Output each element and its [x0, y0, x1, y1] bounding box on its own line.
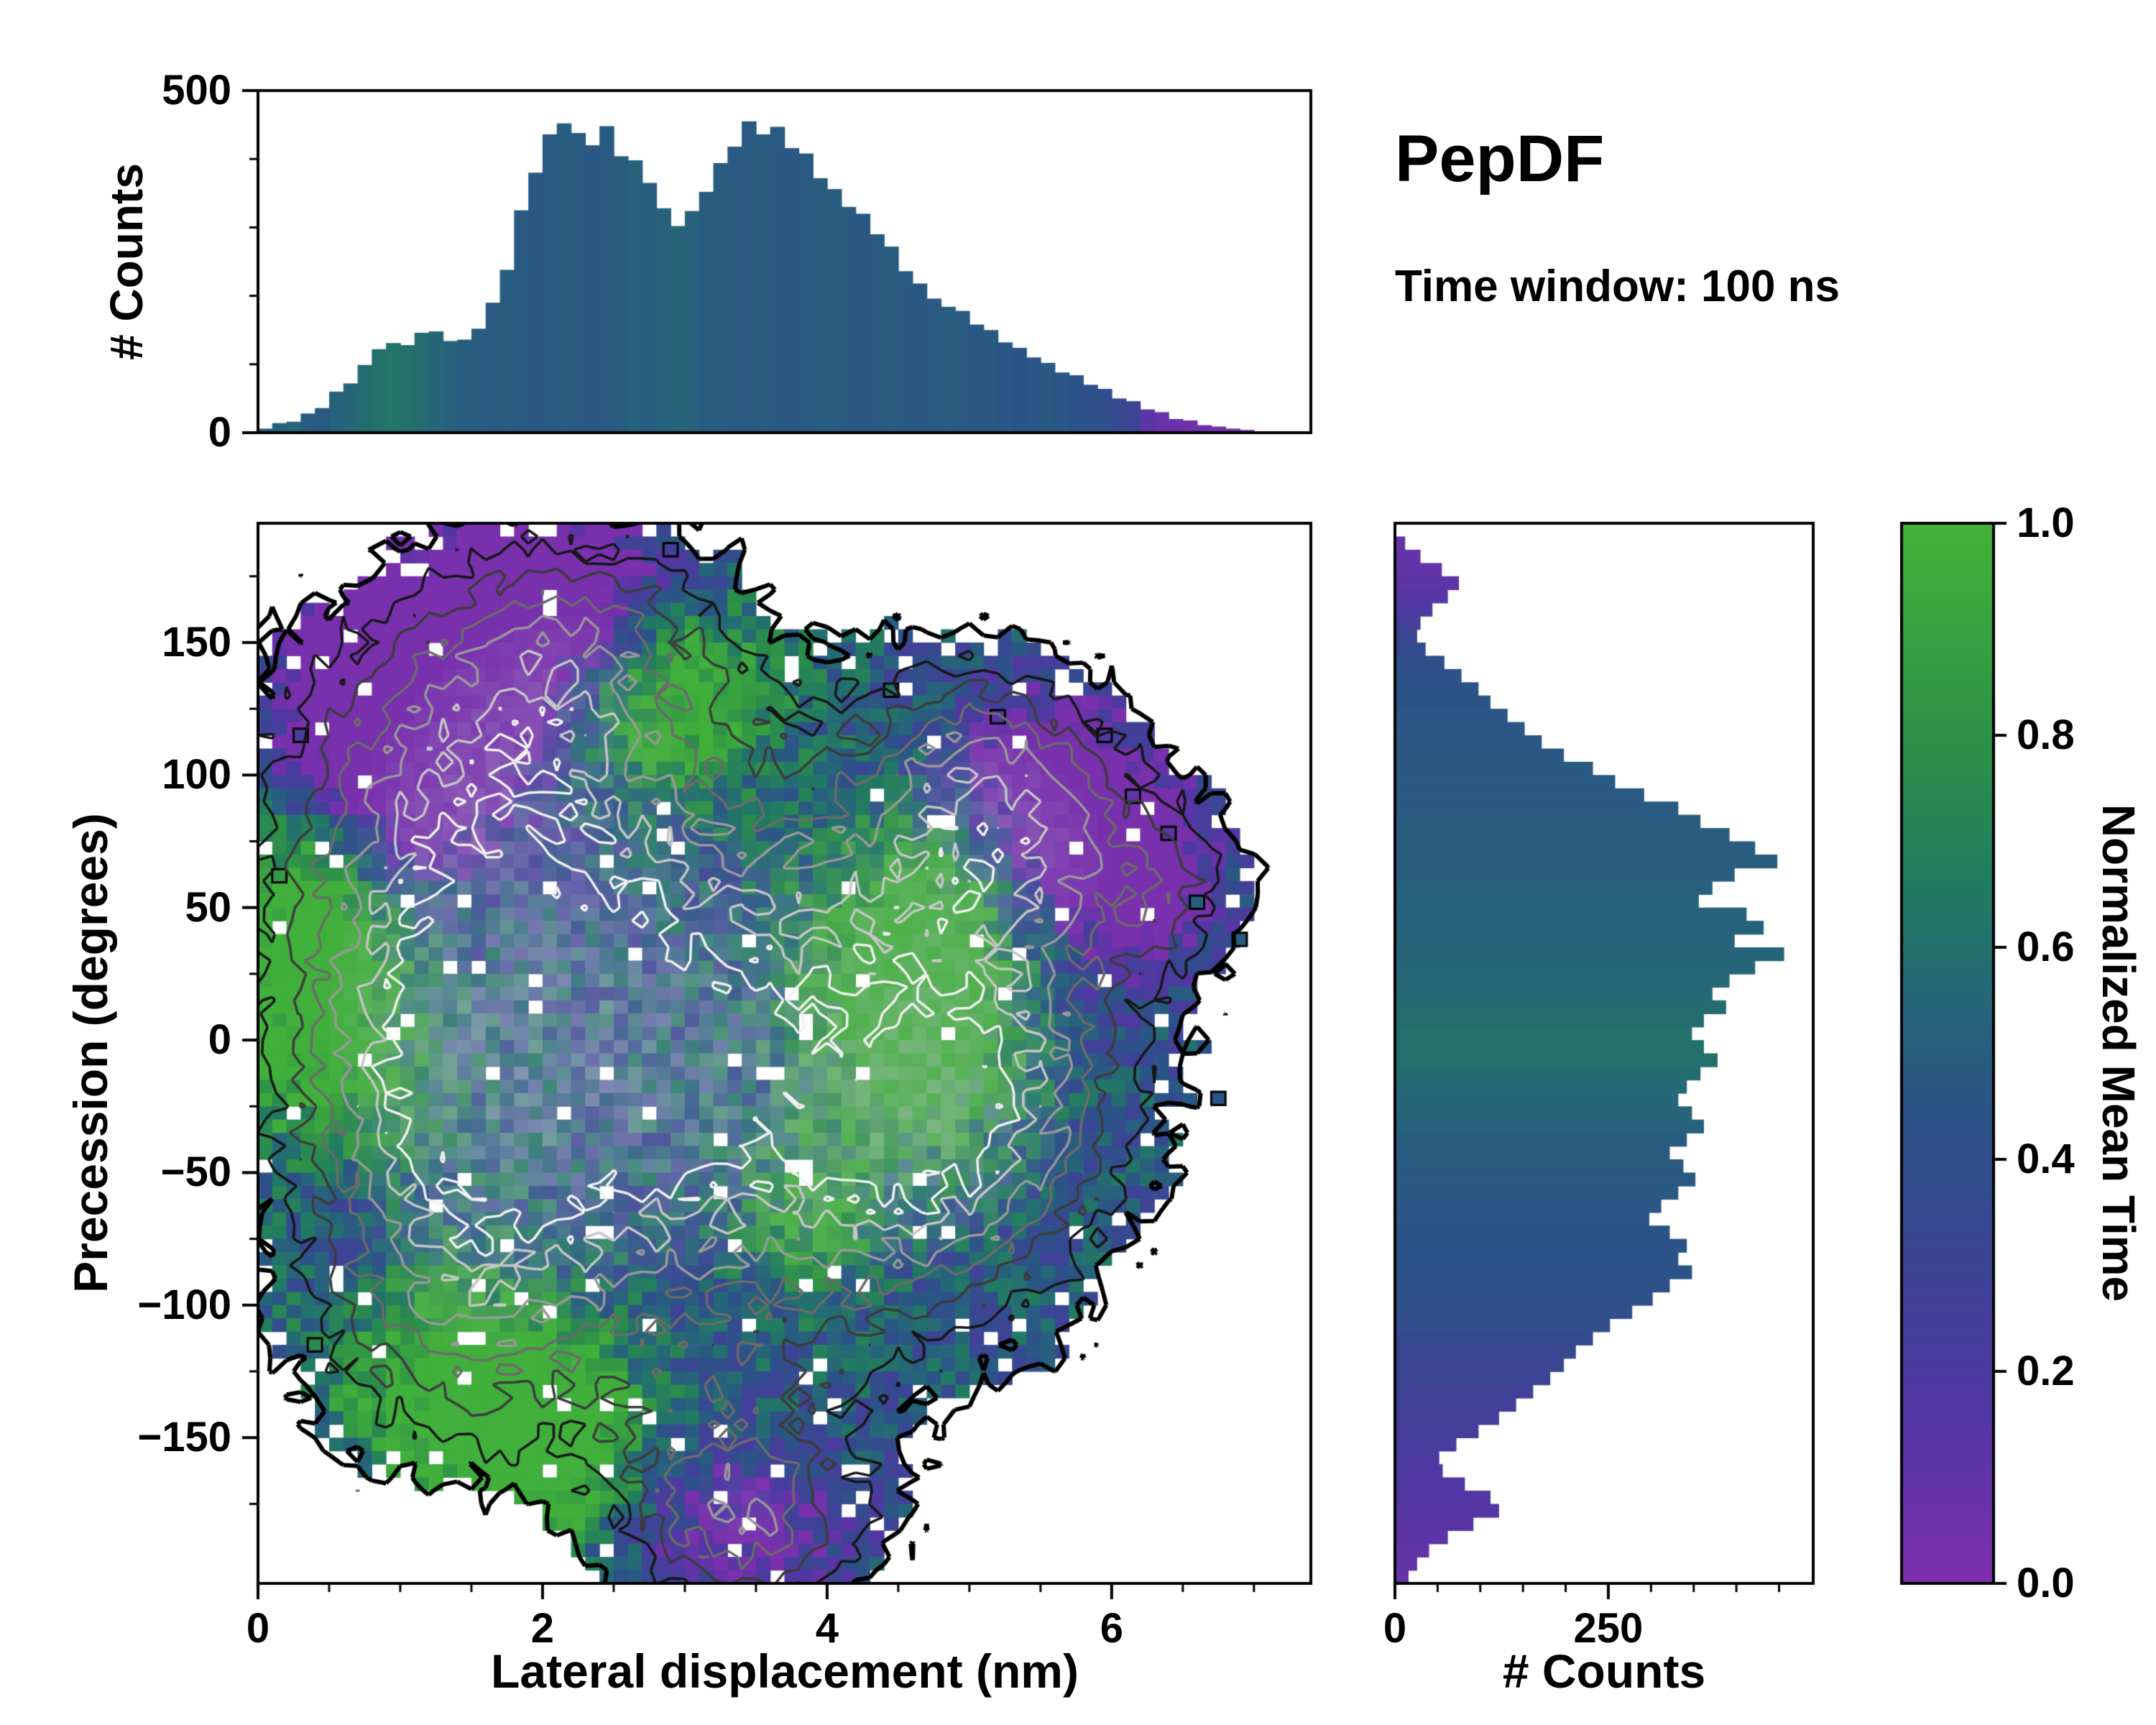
colorbar-label: Normalized Mean Time [2093, 804, 2145, 1302]
tick-label: −100 [137, 1281, 231, 1328]
main-ylabel: Precession (degrees) [64, 813, 117, 1293]
tick-label: 0.2 [2017, 1348, 2075, 1394]
tick-label: 0 [1383, 1605, 1407, 1652]
main-xlabel: Lateral displacement (nm) [491, 1644, 1079, 1698]
annotation-subtitle: Time window: 100 ns [1395, 262, 1841, 311]
right-hist-xlabel: # Counts [1502, 1644, 1706, 1698]
tick-label: 0.4 [2017, 1136, 2075, 1182]
tick-label: 250 [1573, 1605, 1644, 1652]
tick-label: 4 [815, 1605, 839, 1652]
tick-label: 0.8 [2017, 712, 2075, 758]
tick-label: 6 [1100, 1605, 1123, 1652]
tick-label: 1.0 [2017, 500, 2075, 546]
tick-label: 0.0 [2017, 1560, 2075, 1606]
tick-label: 0.6 [2017, 924, 2075, 970]
tick-label: 0 [208, 1016, 231, 1064]
annotation-title: PepDF [1395, 122, 1605, 196]
tick-label: 50 [185, 883, 231, 931]
tick-label: 2 [530, 1605, 555, 1652]
tick-label: 100 [162, 751, 231, 799]
tick-label: 0 [208, 409, 231, 456]
tick-label: 0 [246, 1605, 270, 1652]
tick-label: 150 [162, 618, 231, 666]
tick-label: −50 [160, 1149, 231, 1196]
tick-label: −150 [137, 1414, 231, 1461]
tick-label: 500 [162, 67, 231, 114]
top-hist-ylabel: # Counts [101, 163, 152, 360]
